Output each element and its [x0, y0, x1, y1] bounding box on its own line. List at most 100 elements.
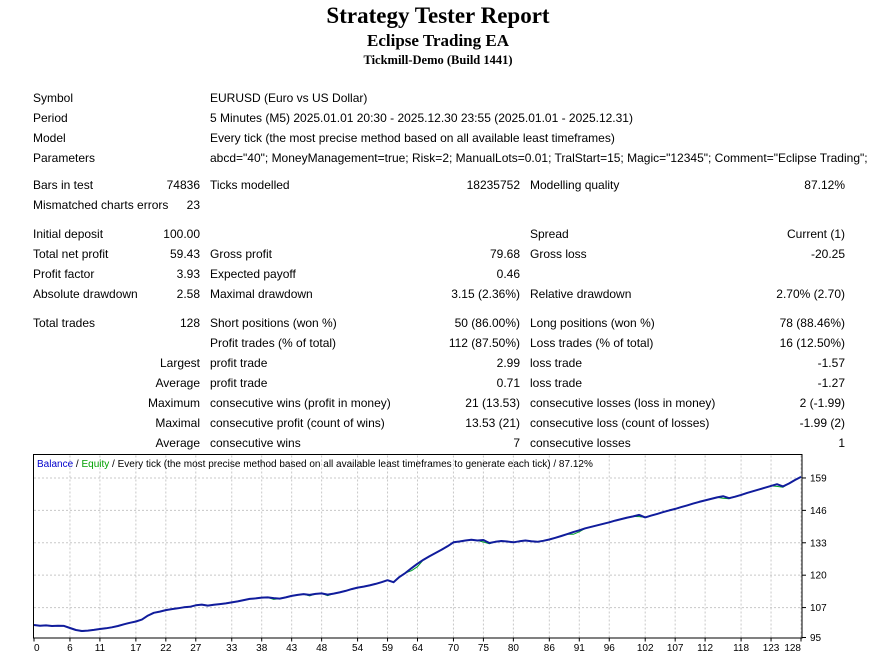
stat-label: Loss trades (% of total): [530, 336, 654, 350]
ea-name: Eclipse Trading EA: [366, 31, 509, 50]
stats-cell-group: [210, 198, 520, 213]
stats-cell-group: Ticks modelled 18235752: [210, 178, 520, 193]
stat-value: 23: [186, 198, 200, 212]
y-tick-label: 133: [810, 538, 827, 549]
stats-cell-group: [210, 227, 520, 242]
x-tick-label: 118: [733, 643, 749, 654]
x-tick-label: 91: [574, 643, 586, 654]
stats-cell-group: Profit trades (% of total) 112 (87.50%): [210, 336, 520, 351]
stat-value: 87.12%: [804, 178, 845, 192]
legend-note: / Every tick (the most precise method ba…: [109, 459, 593, 470]
stat-label: Spread: [530, 227, 569, 241]
stat-value: Maximum: [147, 396, 200, 410]
y-tick-label: 95: [810, 633, 822, 644]
stat-label: consecutive loss (count of losses): [530, 416, 710, 430]
stats-cell-group: loss trade -1.27: [530, 376, 845, 391]
stats-cell-group: Total trades 128: [33, 316, 200, 331]
stat-label: Relative drawdown: [530, 287, 632, 301]
stats-group: Initial deposit 100.00 Spread Current (1) To…: [33, 224, 845, 304]
stat-value: 59.43: [169, 247, 200, 261]
stats-cell-group: Gross loss -20.25: [530, 247, 845, 262]
stat-value: 7: [513, 436, 520, 450]
info-row: Symbol EURUSD (Euro vs US Dollar): [33, 88, 845, 108]
stat-value: 79.68: [489, 247, 520, 261]
x-tick-label: 48: [316, 643, 328, 654]
x-tick-label: 102: [637, 643, 654, 654]
stats-cell-group: Mismatched charts errors 23: [33, 198, 200, 213]
stats-cell-group: Largest: [33, 356, 200, 371]
x-tick-label: 22: [160, 643, 172, 654]
stats-row: Initial deposit 100.00 Spread Current (1): [33, 224, 845, 244]
stat-label: consecutive profit (count of wins): [210, 416, 385, 430]
stat-value: 21 (13.53): [465, 396, 520, 410]
legend-equity-label: Equity: [81, 459, 109, 470]
info-row: Period 5 Minutes (M5) 2025.01.01 20:30 - …: [33, 108, 845, 128]
stats-cell-group: consecutive loss (count of losses) -1.99 …: [530, 416, 845, 431]
legend-balance-label: Balance: [37, 459, 74, 470]
stats-cell-group: Modelling quality 87.12%: [530, 178, 845, 193]
stats-cell-group: Maximum: [33, 396, 200, 411]
stat-value: 18235752: [466, 178, 520, 192]
stats-row: Largest profit trade 2.99 loss trade -1.57: [33, 353, 845, 373]
stat-label: Short positions (won %): [210, 316, 337, 330]
legend-separator: /: [73, 459, 81, 470]
stat-value: -1.27: [817, 376, 845, 390]
info-value: 5 Minutes (M5) 2025.01.01 20:30 - 2025.1…: [210, 111, 633, 125]
y-tick-label: 159: [810, 473, 827, 484]
stats-row: Average consecutive wins 7 consecutive loss…: [33, 433, 845, 453]
stat-value: 50 (86.00%): [454, 316, 520, 330]
x-tick-label: 59: [382, 643, 394, 654]
stat-value: 0.71: [496, 376, 520, 390]
stats-cell-group: consecutive profit (count of wins) 13.53 …: [210, 416, 520, 431]
stats-cell-group: Average: [33, 376, 200, 391]
stats-cell-group: [530, 198, 845, 213]
x-tick-label: 11: [95, 643, 106, 654]
stat-label: profit trade: [210, 356, 268, 370]
stats-cell-group: Initial deposit 100.00: [33, 227, 200, 242]
stat-label: consecutive wins (profit in money): [210, 396, 391, 410]
y-tick-label: 146: [810, 506, 827, 517]
info-label: Symbol: [33, 91, 74, 105]
info-row: Parameters abcd="40"; MoneyManagement=tru…: [33, 148, 868, 168]
stat-label: Gross profit: [210, 247, 273, 261]
stats-row: Maximal consecutive profit (count of wins…: [33, 413, 845, 433]
x-tick-label: 43: [286, 643, 298, 654]
stat-label: Ticks modelled: [210, 178, 290, 192]
stats-cell-group: Absolute drawdown 2.58: [33, 287, 200, 302]
stat-value: 13.53 (21): [465, 416, 520, 430]
stat-value: Average: [155, 376, 200, 390]
stat-value: 2 (-1.99): [799, 396, 845, 410]
stat-value: 2.99: [496, 356, 520, 370]
stats-cell-group: consecutive losses 1: [530, 436, 845, 451]
stat-value: 2.70% (2.70): [776, 287, 845, 301]
stat-label: consecutive wins: [210, 436, 301, 450]
chart-legend: Balance / Equity / Every tick (the most …: [37, 459, 593, 470]
stat-value: 78 (88.46%): [779, 316, 845, 330]
stat-label: loss trade: [530, 376, 583, 390]
stats-cell-group: Bars in test 74836: [33, 178, 200, 193]
stat-value: Current (1): [786, 227, 845, 241]
stats-row: Absolute drawdown 2.58 Maximal drawdown 3.1…: [33, 284, 845, 304]
stats-cell-group: consecutive losses (loss in money) 2 (-1.…: [530, 396, 845, 411]
x-tick-label: 128: [784, 643, 801, 654]
stat-value: -20.25: [810, 247, 845, 261]
x-tick-label: 38: [256, 643, 268, 654]
stat-value: 0.46: [496, 267, 520, 281]
stats-cell-group: Loss trades (% of total) 16 (12.50%): [530, 336, 845, 351]
stat-value: 1: [838, 436, 845, 450]
stat-label: Total trades: [33, 316, 96, 330]
stat-label: Modelling quality: [530, 178, 620, 192]
x-tick-label: 70: [448, 643, 460, 654]
stat-label: profit trade: [210, 376, 268, 390]
x-tick-label: 64: [412, 643, 424, 654]
info-value: abcd="40"; MoneyManagement=true; Risk=2;…: [210, 151, 868, 165]
stats-cell-group: profit trade 0.71: [210, 376, 520, 391]
x-tick-label: 112: [697, 643, 713, 654]
stats-group: Total trades 128 Short positions (won %) 50…: [33, 313, 845, 453]
stat-label: Initial deposit: [33, 227, 104, 241]
x-tick-label: 27: [190, 643, 202, 654]
balance-line: [33, 476, 802, 632]
stat-value: Largest: [159, 356, 200, 370]
balance-equity-chart: 95 107 120 133 146 159 0 6 11 17 22 27 33 38 43 48 54 59 6…: [33, 454, 876, 658]
